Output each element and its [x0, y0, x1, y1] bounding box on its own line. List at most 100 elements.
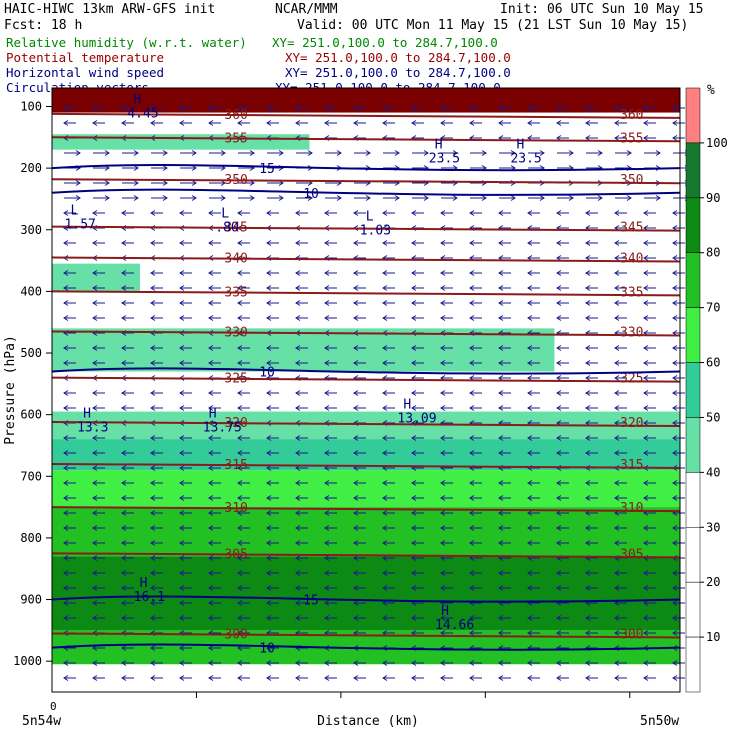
circulation-vector-head [585, 525, 591, 531]
circulation-vector-head [208, 540, 214, 546]
circulation-vector-head [353, 555, 359, 561]
circulation-vector-head [440, 360, 446, 366]
circulation-vector-head [614, 585, 620, 591]
circulation-vector-head [643, 675, 649, 681]
circulation-vector-head [585, 495, 591, 501]
circulation-vector-head [382, 360, 388, 366]
theta-contour-label: 325 [224, 372, 247, 387]
circulation-vector-head [527, 105, 533, 111]
circulation-vector-head [63, 210, 69, 216]
y-axis: 100 200 300 400 500 600 700 800 900 1000 [13, 99, 631, 698]
circulation-vector-head [121, 390, 127, 396]
y-tick-label: 900 [20, 593, 42, 607]
circulation-vector-head [469, 105, 475, 111]
circulation-vector-head [162, 150, 168, 156]
circulation-vector-head [585, 300, 591, 306]
circulation-vector-head [150, 660, 156, 666]
circulation-vector-head [237, 345, 243, 351]
circulation-vector-head [324, 120, 330, 126]
circulation-vector-head [614, 615, 620, 621]
theta-contour-label: 345 [620, 221, 643, 236]
circulation-vector-head [92, 570, 98, 576]
circulation-vector-head [614, 390, 620, 396]
circulation-vector-head [382, 105, 388, 111]
circulation-vector-head [585, 435, 591, 441]
circulation-vector-head [672, 420, 678, 426]
circulation-vector-head [92, 525, 98, 531]
circulation-vector-head [92, 495, 98, 501]
circulation-vector-head [440, 270, 446, 276]
circulation-vector-head [469, 360, 475, 366]
circulation-vector-head [556, 300, 562, 306]
circulation-vector-head [556, 345, 562, 351]
extremum-type: H [441, 604, 449, 619]
circulation-vector-head [104, 195, 110, 201]
circulation-vector-head [237, 360, 243, 366]
circulation-vector-head [266, 285, 272, 291]
circulation-vector-head [469, 240, 475, 246]
circulation-vector-head [324, 240, 330, 246]
circulation-vector-head [121, 555, 127, 561]
circulation-vector-head [266, 405, 272, 411]
circulation-vector-head [643, 495, 649, 501]
circulation-vector-head [498, 660, 504, 666]
circulation-vector-head [324, 480, 330, 486]
circulation-vector-head [643, 270, 649, 276]
circulation-vector-head [324, 390, 330, 396]
circulation-vector-head [324, 675, 330, 681]
circulation-vector-head [643, 285, 649, 291]
circulation-vector-head [469, 480, 475, 486]
theta-contour-line [51, 330, 681, 337]
circulation-vector-head [179, 660, 185, 666]
circulation-vector-head [324, 405, 330, 411]
circulation-vector-head [498, 360, 504, 366]
circulation-vector-head [568, 195, 574, 201]
circulation-vector-head [208, 510, 214, 516]
circulation-vector-head [324, 555, 330, 561]
circulation-vector-head [121, 240, 127, 246]
circulation-vector-head [411, 450, 417, 456]
circulation-vector-head [237, 465, 243, 471]
circulation-vector-head [266, 660, 272, 666]
extremum-type: H [140, 576, 148, 591]
circulation-vector-head [237, 285, 243, 291]
circulation-vector-head [220, 195, 226, 201]
circulation-vector-head [353, 615, 359, 621]
circulation-vector-head [556, 675, 562, 681]
circulation-vector-head [121, 270, 127, 276]
theta-contour-label: 305 [224, 547, 247, 562]
colorbar-tick-label: 100 [706, 136, 728, 150]
circulation-vector-head [527, 615, 533, 621]
circulation-vector-head [382, 480, 388, 486]
circulation-vector-head [121, 105, 127, 111]
y-tick-label: 200 [20, 161, 42, 175]
circulation-vector-head [324, 510, 330, 516]
circulation-vector-head [92, 405, 98, 411]
circulation-vector-head [614, 345, 620, 351]
circulation-vector-head [133, 150, 139, 156]
circulation-vector-head [121, 480, 127, 486]
circulation-vector-head [237, 585, 243, 591]
circulation-vector-head [411, 675, 417, 681]
circulation-vector-head [498, 585, 504, 591]
circulation-vector-head [556, 525, 562, 531]
circulation-vector-head [498, 240, 504, 246]
circulation-vector-head [63, 285, 69, 291]
colorbar-tick-label: 60 [706, 356, 720, 370]
circulation-vector-head [469, 450, 475, 456]
circulation-vector-head [585, 570, 591, 576]
circulation-vector-head [614, 540, 620, 546]
circulation-vector-head [614, 525, 620, 531]
circulation-vector-head [179, 285, 185, 291]
circulation-vector-head [556, 495, 562, 501]
circulation-vector-head [237, 450, 243, 456]
circulation-vector-head [179, 615, 185, 621]
circulation-vector-head [614, 360, 620, 366]
circulation-vector-head [672, 435, 678, 441]
circulation-vector-head [92, 510, 98, 516]
circulation-vector-head [672, 525, 678, 531]
circulation-vector-head [626, 150, 632, 156]
circulation-vector-head [63, 615, 69, 621]
circulation-vector-head [237, 390, 243, 396]
